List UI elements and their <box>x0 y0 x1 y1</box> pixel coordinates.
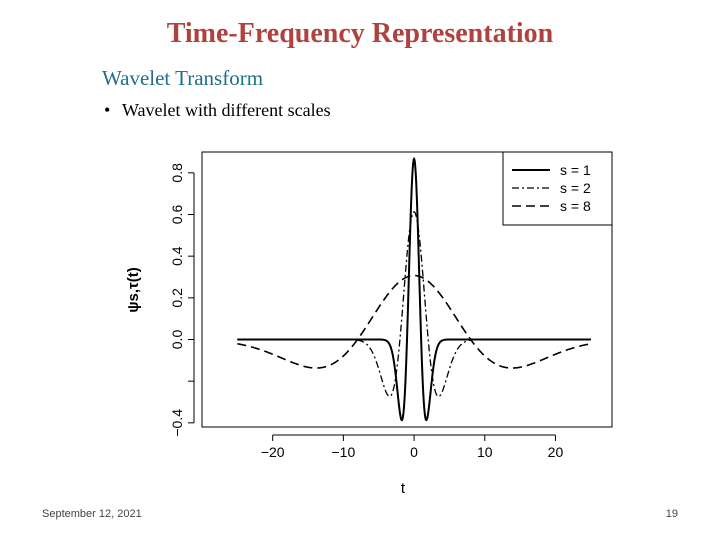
series-line-s2 <box>237 211 591 398</box>
y-tick-label: 0.8 <box>169 163 185 183</box>
y-tick-label: 0.6 <box>169 205 185 225</box>
x-axis: −20 −10 0 10 20 <box>261 434 564 460</box>
x-tick-label: −20 <box>261 444 285 460</box>
series-line-s8 <box>237 274 591 369</box>
legend-box <box>502 151 613 226</box>
legend-label: s = 2 <box>560 180 591 196</box>
bullet-item: • Wavelet with different scales <box>104 100 331 121</box>
footer-date: September 12, 2021 <box>42 508 142 520</box>
bullet-marker: • <box>104 100 111 120</box>
x-axis-label: t <box>401 480 406 497</box>
y-tick-label: 0.0 <box>169 330 185 350</box>
slide-title: Time-Frequency Representation <box>166 18 554 49</box>
x-tick-label: −10 <box>332 444 356 460</box>
x-tick-label: 0 <box>410 444 418 460</box>
legend-label: s = 8 <box>560 198 591 214</box>
bullet-text: Wavelet with different scales <box>122 100 331 120</box>
footer-page-number: 19 <box>665 508 678 520</box>
legend: s = 1 s = 2 s = 8 <box>502 151 613 226</box>
x-tick-label: 20 <box>548 444 564 460</box>
slide-subtitle: Wavelet Transform <box>102 66 264 90</box>
y-axis: −0.4 0.0 0.2 0.4 0.6 0.8 <box>169 163 195 437</box>
legend-label: s = 1 <box>560 162 591 178</box>
plot-frame <box>201 151 613 428</box>
x-tick-label: 10 <box>477 444 493 460</box>
y-tick-label: 0.4 <box>169 246 185 266</box>
y-tick-label: 0.2 <box>169 288 185 308</box>
y-tick-label: −0.4 <box>169 409 185 437</box>
series-group <box>237 156 591 422</box>
y-axis-label: ψs,τ(t) <box>125 267 142 313</box>
